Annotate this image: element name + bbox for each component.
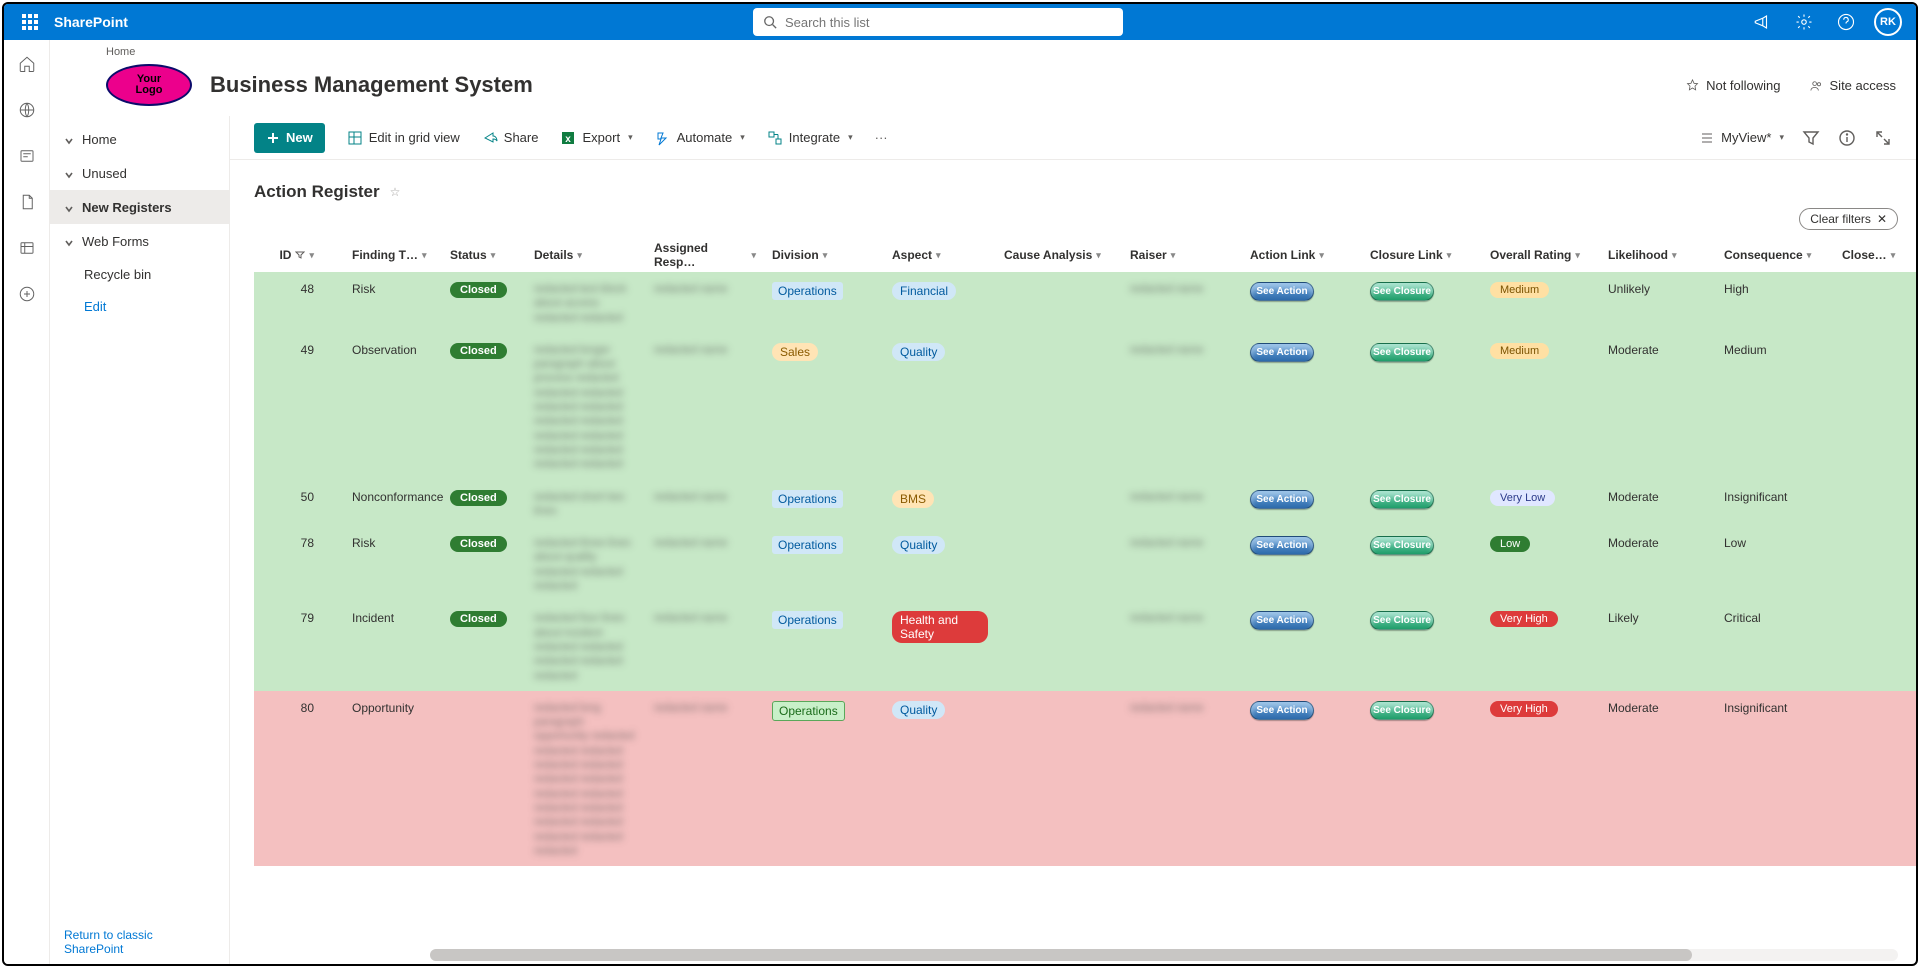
chevron-down-icon: ▾ [848,132,853,143]
grid-icon [347,130,363,146]
help-icon[interactable] [1832,8,1860,36]
flow-icon [655,130,671,146]
column-header[interactable]: Finding T…▾ [344,248,442,262]
see-action-button[interactable]: See Action [1250,701,1314,720]
horizontal-scrollbar[interactable] [430,949,1898,961]
view-selector[interactable]: MyView*▾ [1699,130,1784,146]
integrate-icon [767,130,783,146]
nav-home[interactable]: Home [50,122,229,156]
table-row[interactable]: 80Opportunityredacted long paragraph opp… [254,691,1916,866]
site-title: Business Management System [210,72,533,98]
see-closure-button[interactable]: See Closure [1370,282,1434,301]
share-button[interactable]: Share [482,130,539,146]
rail-list-icon[interactable] [17,238,37,258]
user-avatar[interactable]: RK [1874,8,1902,36]
megaphone-icon[interactable] [1748,8,1776,36]
suite-bar: SharePoint RK [4,4,1916,40]
see-closure-button[interactable]: See Closure [1370,490,1434,509]
column-header[interactable]: Aspect▾ [884,248,996,262]
automate-button[interactable]: Automate▾ [655,130,745,146]
app-launcher[interactable] [12,4,48,40]
excel-icon: x [560,130,576,146]
new-button[interactable]: New [254,123,325,153]
table-row[interactable]: 48RiskClosedredacted text block about ac… [254,272,1916,333]
column-header[interactable]: ID▾ [254,248,344,262]
see-action-button[interactable]: See Action [1250,343,1314,362]
see-action-button[interactable]: See Action [1250,536,1314,555]
clear-filters-button[interactable]: Clear filters ✕ [1799,208,1898,230]
column-header[interactable]: Division▾ [764,248,884,262]
share-icon [482,130,498,146]
rail-globe-icon[interactable] [17,100,37,120]
chevron-down-icon: ▾ [740,132,745,143]
table-row[interactable]: 78RiskClosedredacted three lines about q… [254,526,1916,601]
chevron-down-icon: ▾ [628,132,633,143]
command-bar: New Edit in grid view Share xExport▾ Aut… [230,116,1916,160]
plus-icon [266,131,280,145]
breadcrumb[interactable]: Home [50,40,1916,60]
rail-home-icon[interactable] [17,54,37,74]
site-logo[interactable]: Your Logo [106,64,192,106]
left-nav: Home Unused New Registers Web Forms Recy… [50,116,230,964]
see-closure-button[interactable]: See Closure [1370,536,1434,555]
more-button[interactable]: ··· [875,130,888,145]
search-box[interactable] [753,8,1123,36]
see-closure-button[interactable]: See Closure [1370,701,1434,720]
search-icon [763,15,777,29]
see-closure-button[interactable]: See Closure [1370,611,1434,630]
nav-new-registers[interactable]: New Registers [50,190,229,224]
favorite-icon[interactable]: ☆ [390,185,401,199]
column-header[interactable]: Raiser▾ [1122,248,1242,262]
suite-app-name: SharePoint [54,14,128,30]
settings-icon[interactable] [1790,8,1818,36]
column-header[interactable]: Details▾ [526,248,646,262]
column-header[interactable]: Overall Rating▾ [1482,248,1600,262]
export-button[interactable]: xExport▾ [560,130,632,146]
column-header[interactable]: Close…▾ [1834,248,1914,262]
column-header[interactable]: Consequence▾ [1716,248,1834,262]
table-row[interactable]: 49ObservationClosedredacted longer parag… [254,333,1916,480]
not-following-button[interactable]: Not following [1685,78,1780,93]
table-row[interactable]: 50NonconformanceClosedredacted short two… [254,480,1916,527]
column-header[interactable]: Closure Link▾ [1362,248,1482,262]
svg-text:x: x [566,134,572,145]
see-action-button[interactable]: See Action [1250,490,1314,509]
list-table: ID▾Finding T…▾Status▾Details▾Assigned Re… [230,230,1916,964]
nav-edit[interactable]: Edit [50,290,229,322]
column-header[interactable]: Likelihood▾ [1600,248,1716,262]
site-header: Your Logo Business Management System Not… [50,60,1916,116]
site-access-button[interactable]: Site access [1809,78,1896,93]
nav-web-forms[interactable]: Web Forms [50,224,229,258]
table-row[interactable]: 79IncidentClosedredacted four lines abou… [254,601,1916,690]
app-rail [4,40,50,964]
chevron-down-icon: ▾ [1779,132,1784,143]
close-icon: ✕ [1877,212,1887,226]
nav-recycle-bin[interactable]: Recycle bin [50,258,229,290]
see-closure-button[interactable]: See Closure [1370,343,1434,362]
edit-grid-button[interactable]: Edit in grid view [347,130,460,146]
nav-unused[interactable]: Unused [50,156,229,190]
column-header[interactable]: Status▾ [442,248,526,262]
see-action-button[interactable]: See Action [1250,282,1314,301]
search-input[interactable] [785,15,1113,30]
integrate-button[interactable]: Integrate▾ [767,130,853,146]
column-header[interactable]: Action Link▾ [1242,248,1362,262]
see-action-button[interactable]: See Action [1250,611,1314,630]
expand-icon[interactable] [1874,129,1892,147]
rail-file-icon[interactable] [17,192,37,212]
star-icon [1685,78,1700,93]
nav-classic-link[interactable]: Return to classic SharePoint [50,920,229,964]
rail-news-icon[interactable] [17,146,37,166]
list-view-icon [1699,130,1715,146]
column-header[interactable]: Assigned Resp…▾ [646,241,764,269]
list-title: Action Register [254,182,380,202]
people-icon [1809,78,1824,93]
column-header[interactable]: Cause Analysis▾ [996,248,1122,262]
info-icon[interactable] [1838,129,1856,147]
filter-icon[interactable] [1802,129,1820,147]
rail-add-icon[interactable] [17,284,37,304]
